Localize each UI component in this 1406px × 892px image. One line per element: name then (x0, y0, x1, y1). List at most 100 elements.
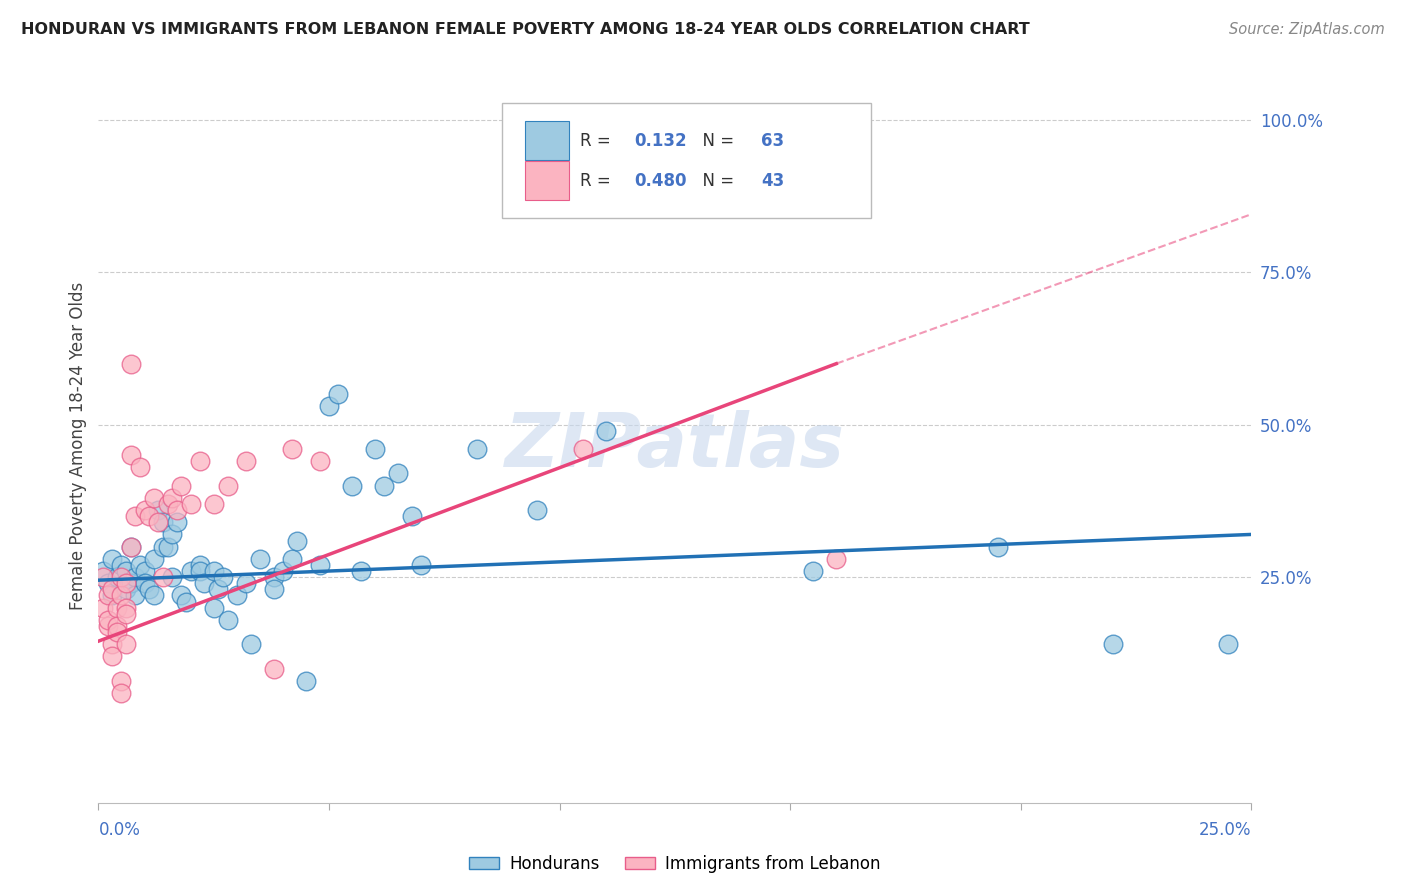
Point (105, 625, 128, 640)
Point (152, 540, 174, 554)
Point (825, 551, 848, 566)
Point (105, 570, 128, 584)
Text: 0.132: 0.132 (634, 132, 688, 150)
Point (364, 442, 387, 456)
Point (285, 533, 308, 548)
Point (281, 551, 304, 566)
Point (217, 613, 239, 627)
Point (110, 570, 132, 584)
Point (101, 637, 124, 651)
Point (120, 357, 142, 371)
Point (318, 400, 340, 414)
Point (217, 478, 239, 492)
FancyBboxPatch shape (502, 103, 870, 218)
Point (129, 558, 152, 572)
Point (263, 662, 285, 676)
Point (120, 448, 142, 462)
Legend: Hondurans, Immigrants from Lebanon: Hondurans, Immigrants from Lebanon (463, 848, 887, 880)
Point (134, 564, 156, 578)
Y-axis label: Female Poverty Among 18-24 Year Olds: Female Poverty Among 18-24 Year Olds (69, 282, 87, 610)
Point (465, 442, 488, 456)
Point (571, 442, 593, 456)
Point (156, 540, 179, 554)
Point (202, 564, 225, 578)
Point (148, 515, 170, 529)
Point (212, 570, 235, 584)
Point (120, 540, 142, 554)
Point (120, 540, 142, 554)
Point (801, 564, 824, 578)
Point (124, 589, 146, 603)
Point (263, 570, 285, 584)
Point (124, 570, 146, 584)
Point (188, 558, 211, 572)
Point (152, 515, 174, 529)
Point (281, 442, 304, 456)
Point (97, 619, 120, 633)
Text: HONDURAN VS IMMIGRANTS FROM LEBANON FEMALE POVERTY AMONG 18-24 YEAR OLDS CORRELA: HONDURAN VS IMMIGRANTS FROM LEBANON FEMA… (21, 22, 1029, 37)
Point (97, 576, 120, 591)
Point (160, 491, 183, 505)
Point (91, 600, 114, 615)
Point (328, 387, 350, 401)
Text: 0.480: 0.480 (634, 171, 688, 189)
Text: 0.0%: 0.0% (98, 822, 141, 839)
Point (142, 589, 165, 603)
Text: 43: 43 (762, 171, 785, 189)
Point (308, 558, 330, 572)
Point (235, 454, 257, 468)
Point (142, 551, 165, 566)
Text: N =: N = (692, 132, 740, 150)
Text: ZIPatlas: ZIPatlas (505, 409, 845, 483)
Point (207, 582, 229, 597)
Point (987, 540, 1010, 554)
Point (373, 478, 395, 492)
Point (340, 478, 363, 492)
Text: R =: R = (581, 171, 616, 189)
Text: 25.0%: 25.0% (1199, 822, 1251, 839)
Point (105, 600, 128, 615)
Point (156, 497, 179, 511)
Point (138, 582, 160, 597)
Point (124, 509, 146, 524)
FancyBboxPatch shape (524, 161, 569, 200)
Point (97, 613, 120, 627)
Text: Source: ZipAtlas.com: Source: ZipAtlas.com (1229, 22, 1385, 37)
Point (526, 503, 548, 517)
Point (91, 570, 114, 584)
Point (411, 558, 433, 572)
Point (202, 600, 225, 615)
Point (166, 503, 188, 517)
Point (91, 564, 114, 578)
Point (188, 564, 211, 578)
Point (166, 515, 188, 529)
Point (152, 570, 174, 584)
Point (97, 589, 120, 603)
Point (595, 424, 617, 438)
Point (110, 686, 132, 700)
Point (115, 637, 138, 651)
Point (170, 478, 193, 492)
Point (110, 673, 132, 688)
Point (110, 558, 132, 572)
Point (134, 576, 156, 591)
Text: N =: N = (692, 171, 740, 189)
Point (129, 460, 152, 475)
Point (120, 576, 142, 591)
Point (1102, 637, 1125, 651)
Point (115, 607, 138, 621)
Point (115, 564, 138, 578)
Text: 63: 63 (762, 132, 785, 150)
Point (202, 497, 225, 511)
Point (105, 619, 128, 633)
Point (101, 649, 124, 664)
Point (160, 527, 183, 541)
Point (142, 491, 165, 505)
FancyBboxPatch shape (524, 121, 569, 161)
Point (249, 551, 271, 566)
Point (188, 454, 211, 468)
Point (170, 589, 193, 603)
Point (271, 564, 294, 578)
Point (193, 576, 215, 591)
Point (115, 600, 138, 615)
